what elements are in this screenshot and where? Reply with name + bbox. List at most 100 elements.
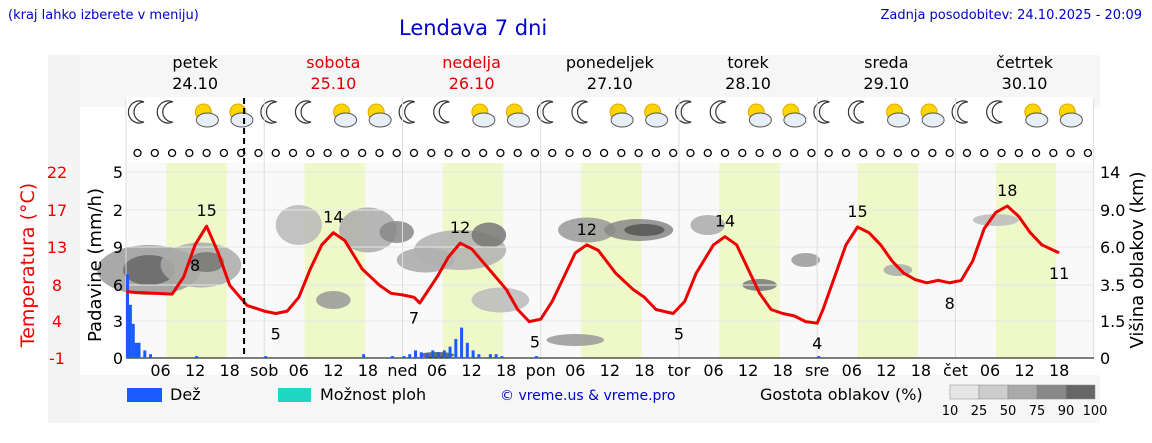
cloud-density-blob bbox=[189, 252, 224, 272]
x-tick-label: 18 bbox=[220, 361, 240, 380]
wind-calm-icon bbox=[375, 148, 384, 158]
cloud-density-blob bbox=[558, 217, 616, 243]
x-tick-label: 12 bbox=[876, 361, 896, 380]
day-name: četrtek bbox=[996, 53, 1054, 72]
cloud-height-axis-title: Višina oblakov (km) bbox=[1127, 171, 1148, 348]
cloud-density-blob bbox=[791, 253, 821, 267]
precipitation-bar bbox=[817, 356, 821, 358]
credit-link[interactable]: © vreme.us & vreme.pro bbox=[500, 388, 676, 404]
wind-calm-icon bbox=[271, 148, 280, 158]
wind-calm-icon bbox=[634, 148, 643, 158]
weather-icons bbox=[127, 100, 1093, 158]
cloud-density-blob bbox=[690, 215, 726, 235]
moon-icon bbox=[127, 100, 145, 124]
moon-icon bbox=[709, 100, 727, 124]
temperature-label: 5 bbox=[674, 325, 684, 344]
temperature-label: 8 bbox=[190, 256, 200, 275]
storm-legend-swatch bbox=[278, 388, 311, 402]
cloud-icon bbox=[887, 112, 911, 128]
temperature-tick-label: 13 bbox=[47, 238, 67, 257]
x-tick-label: čet bbox=[943, 361, 968, 380]
x-tick-label: 12 bbox=[600, 361, 620, 380]
storm-legend-label: Možnost ploh bbox=[320, 385, 427, 404]
wind-calm-icon bbox=[565, 148, 574, 158]
day-name: sreda bbox=[864, 53, 908, 72]
wind-calm-icon bbox=[340, 148, 350, 158]
menu-hint: (kraj lahko izberete v meniju) bbox=[8, 8, 199, 23]
wind-calm-icon bbox=[669, 148, 678, 158]
daylight-band bbox=[581, 163, 642, 358]
precipitation-bars bbox=[126, 274, 821, 358]
cloud-density-blob bbox=[275, 205, 322, 245]
wind-calm-icon bbox=[513, 148, 522, 158]
daylight-band bbox=[857, 163, 918, 358]
day-date: 30.10 bbox=[1002, 74, 1048, 93]
x-tick-label: 06 bbox=[427, 361, 447, 380]
precipitation-tick-label: 0 bbox=[113, 349, 123, 368]
day-name: ponedeljek bbox=[566, 53, 655, 72]
cloud-density-swatch bbox=[978, 384, 1009, 400]
cloud-height-tick-label: 1.5 bbox=[1100, 312, 1125, 331]
wind-calm-icon bbox=[496, 148, 505, 158]
precipitation-bar bbox=[425, 354, 429, 358]
wind-calm-icon bbox=[617, 148, 626, 158]
wind-calm-icon bbox=[962, 148, 972, 158]
precipitation-bar bbox=[195, 356, 199, 358]
x-tick-label: 06 bbox=[289, 361, 309, 380]
x-tick-label: 18 bbox=[358, 361, 378, 380]
wind-calm-icon bbox=[824, 148, 833, 158]
precipitation-bar bbox=[477, 354, 481, 358]
day-date: 27.10 bbox=[587, 74, 633, 93]
wind-calm-icon bbox=[1066, 148, 1075, 158]
last-update: Zadnja posodobitev: 24.10.2025 - 20:09 bbox=[880, 8, 1142, 23]
precipitation-bar bbox=[500, 356, 504, 358]
wind-calm-icon bbox=[703, 148, 712, 158]
daylight-band bbox=[995, 163, 1057, 358]
wind-calm-icon bbox=[409, 148, 419, 158]
wind-calm-icon bbox=[910, 148, 920, 158]
cloud-height-tick-label: 14 bbox=[1100, 163, 1120, 182]
temperature-tick-label: 8 bbox=[52, 276, 62, 295]
x-tick-label: 18 bbox=[911, 361, 931, 380]
precipitation-bar bbox=[149, 354, 153, 358]
wind-calm-icon bbox=[1014, 148, 1023, 158]
wind-calm-icon bbox=[997, 148, 1006, 158]
x-tick-label: 06 bbox=[842, 361, 862, 380]
moon-icon bbox=[571, 100, 588, 124]
cloud-density-map bbox=[97, 205, 1019, 358]
x-tick-label: pon bbox=[526, 361, 556, 380]
grid-lines bbox=[125, 98, 1095, 359]
x-tick-label: 06 bbox=[150, 361, 170, 380]
wind-calm-icon bbox=[876, 148, 885, 158]
wind-calm-icon bbox=[807, 148, 816, 158]
cloud-density-blob bbox=[546, 334, 605, 346]
precipitation-bar bbox=[442, 350, 446, 358]
wind-calm-icon bbox=[859, 148, 868, 158]
wind-calm-icon bbox=[202, 148, 211, 158]
precipitation-bar bbox=[437, 352, 441, 358]
cloud-density-level: 10 bbox=[942, 404, 959, 419]
x-tick-label: 06 bbox=[703, 361, 723, 380]
moon-icon bbox=[813, 100, 830, 124]
icon-row bbox=[126, 97, 1094, 158]
cloud-icon bbox=[748, 112, 772, 128]
wind-calm-icon bbox=[219, 148, 229, 158]
wind-calm-icon bbox=[427, 148, 436, 158]
precipitation-axis-title: Padavine (mm/h) bbox=[85, 188, 106, 342]
cloud-icon bbox=[230, 112, 254, 128]
temperature-label: 11 bbox=[1049, 264, 1069, 283]
cloud-density-swatch bbox=[1007, 384, 1038, 400]
wind-calm-icon bbox=[1031, 148, 1041, 158]
day-name: sobota bbox=[306, 53, 360, 72]
temperature-label: 18 bbox=[997, 181, 1017, 200]
day-date: 24.10 bbox=[172, 74, 218, 93]
precipitation-bar bbox=[128, 304, 132, 358]
cloud-density-swatch bbox=[1036, 384, 1067, 400]
wind-calm-icon bbox=[444, 148, 453, 158]
x-tick-label: 12 bbox=[1014, 361, 1034, 380]
wind-calm-icon bbox=[185, 148, 194, 158]
precipitation-tick-label: 5 bbox=[113, 163, 123, 182]
page-title: Lendava 7 dni bbox=[399, 16, 548, 40]
x-tick-label: 12 bbox=[185, 361, 205, 380]
